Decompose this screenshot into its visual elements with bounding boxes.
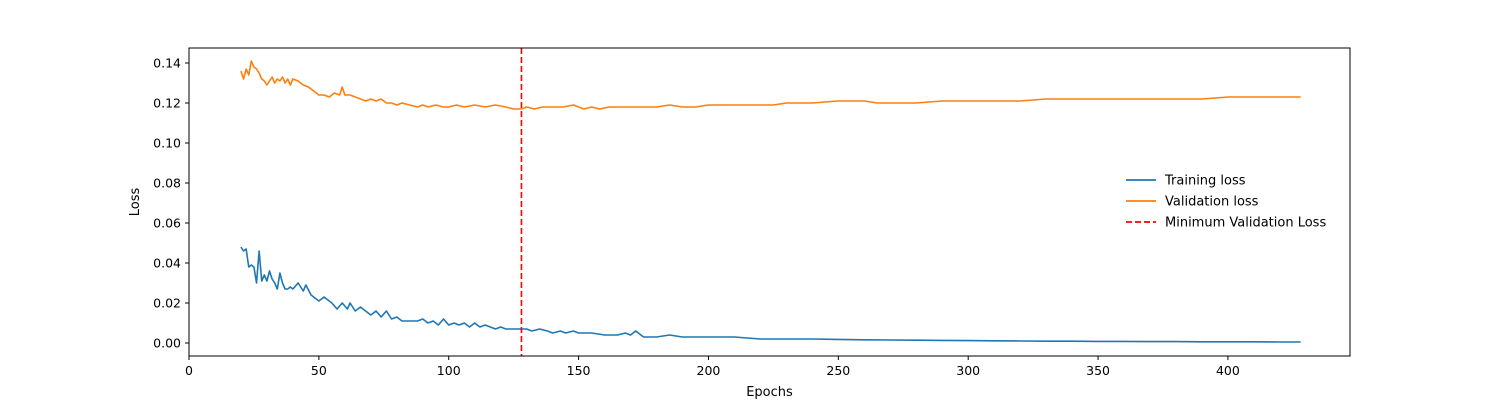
y-tick-label: 0.04 (153, 256, 181, 271)
legend-item: Training loss (1126, 174, 1246, 189)
y-tick-label: 0.12 (153, 96, 181, 111)
y-tick-label: 0.08 (153, 176, 181, 191)
y-tick-label: 0.10 (153, 136, 181, 151)
x-tick-label: 250 (826, 363, 850, 378)
y-axis-ticks: 0.00 0.02 0.04 0.06 0.08 0.10 0.12 0.14 (153, 56, 189, 351)
y-axis-label: Loss (128, 188, 143, 217)
x-tick-label: 400 (1216, 363, 1240, 378)
series-line-validation-loss (240, 60, 1301, 110)
axes-frame (188, 47, 1351, 357)
y-tick-label: 0.02 (153, 296, 181, 311)
x-tick-label: 150 (567, 363, 591, 378)
legend-label: Training loss (1164, 174, 1246, 189)
legend-item: Minimum Validation Loss (1126, 216, 1326, 231)
y-tick-label: 0.14 (153, 56, 181, 71)
legend-label: Validation loss (1165, 195, 1259, 210)
legend-label: Minimum Validation Loss (1165, 216, 1326, 231)
y-tick-label: 0.06 (153, 216, 181, 231)
legend: Training loss Validation loss Minimum Vali… (1126, 174, 1326, 231)
x-axis-label: Epochs (746, 385, 793, 400)
x-tick-label: 350 (1086, 363, 1110, 378)
y-tick-label: 0.00 (153, 336, 181, 351)
x-tick-label: 200 (697, 363, 721, 378)
series-line-training-loss (240, 246, 1301, 343)
x-tick-label: 300 (956, 363, 980, 378)
legend-item: Validation loss (1126, 195, 1259, 210)
x-tick-label: 0 (185, 363, 193, 378)
x-axis-ticks: 0 50 100 150 200 250 300 350 400 (185, 356, 1240, 378)
plot-area (240, 48, 1301, 356)
x-tick-label: 100 (437, 363, 461, 378)
x-tick-label: 50 (311, 363, 327, 378)
